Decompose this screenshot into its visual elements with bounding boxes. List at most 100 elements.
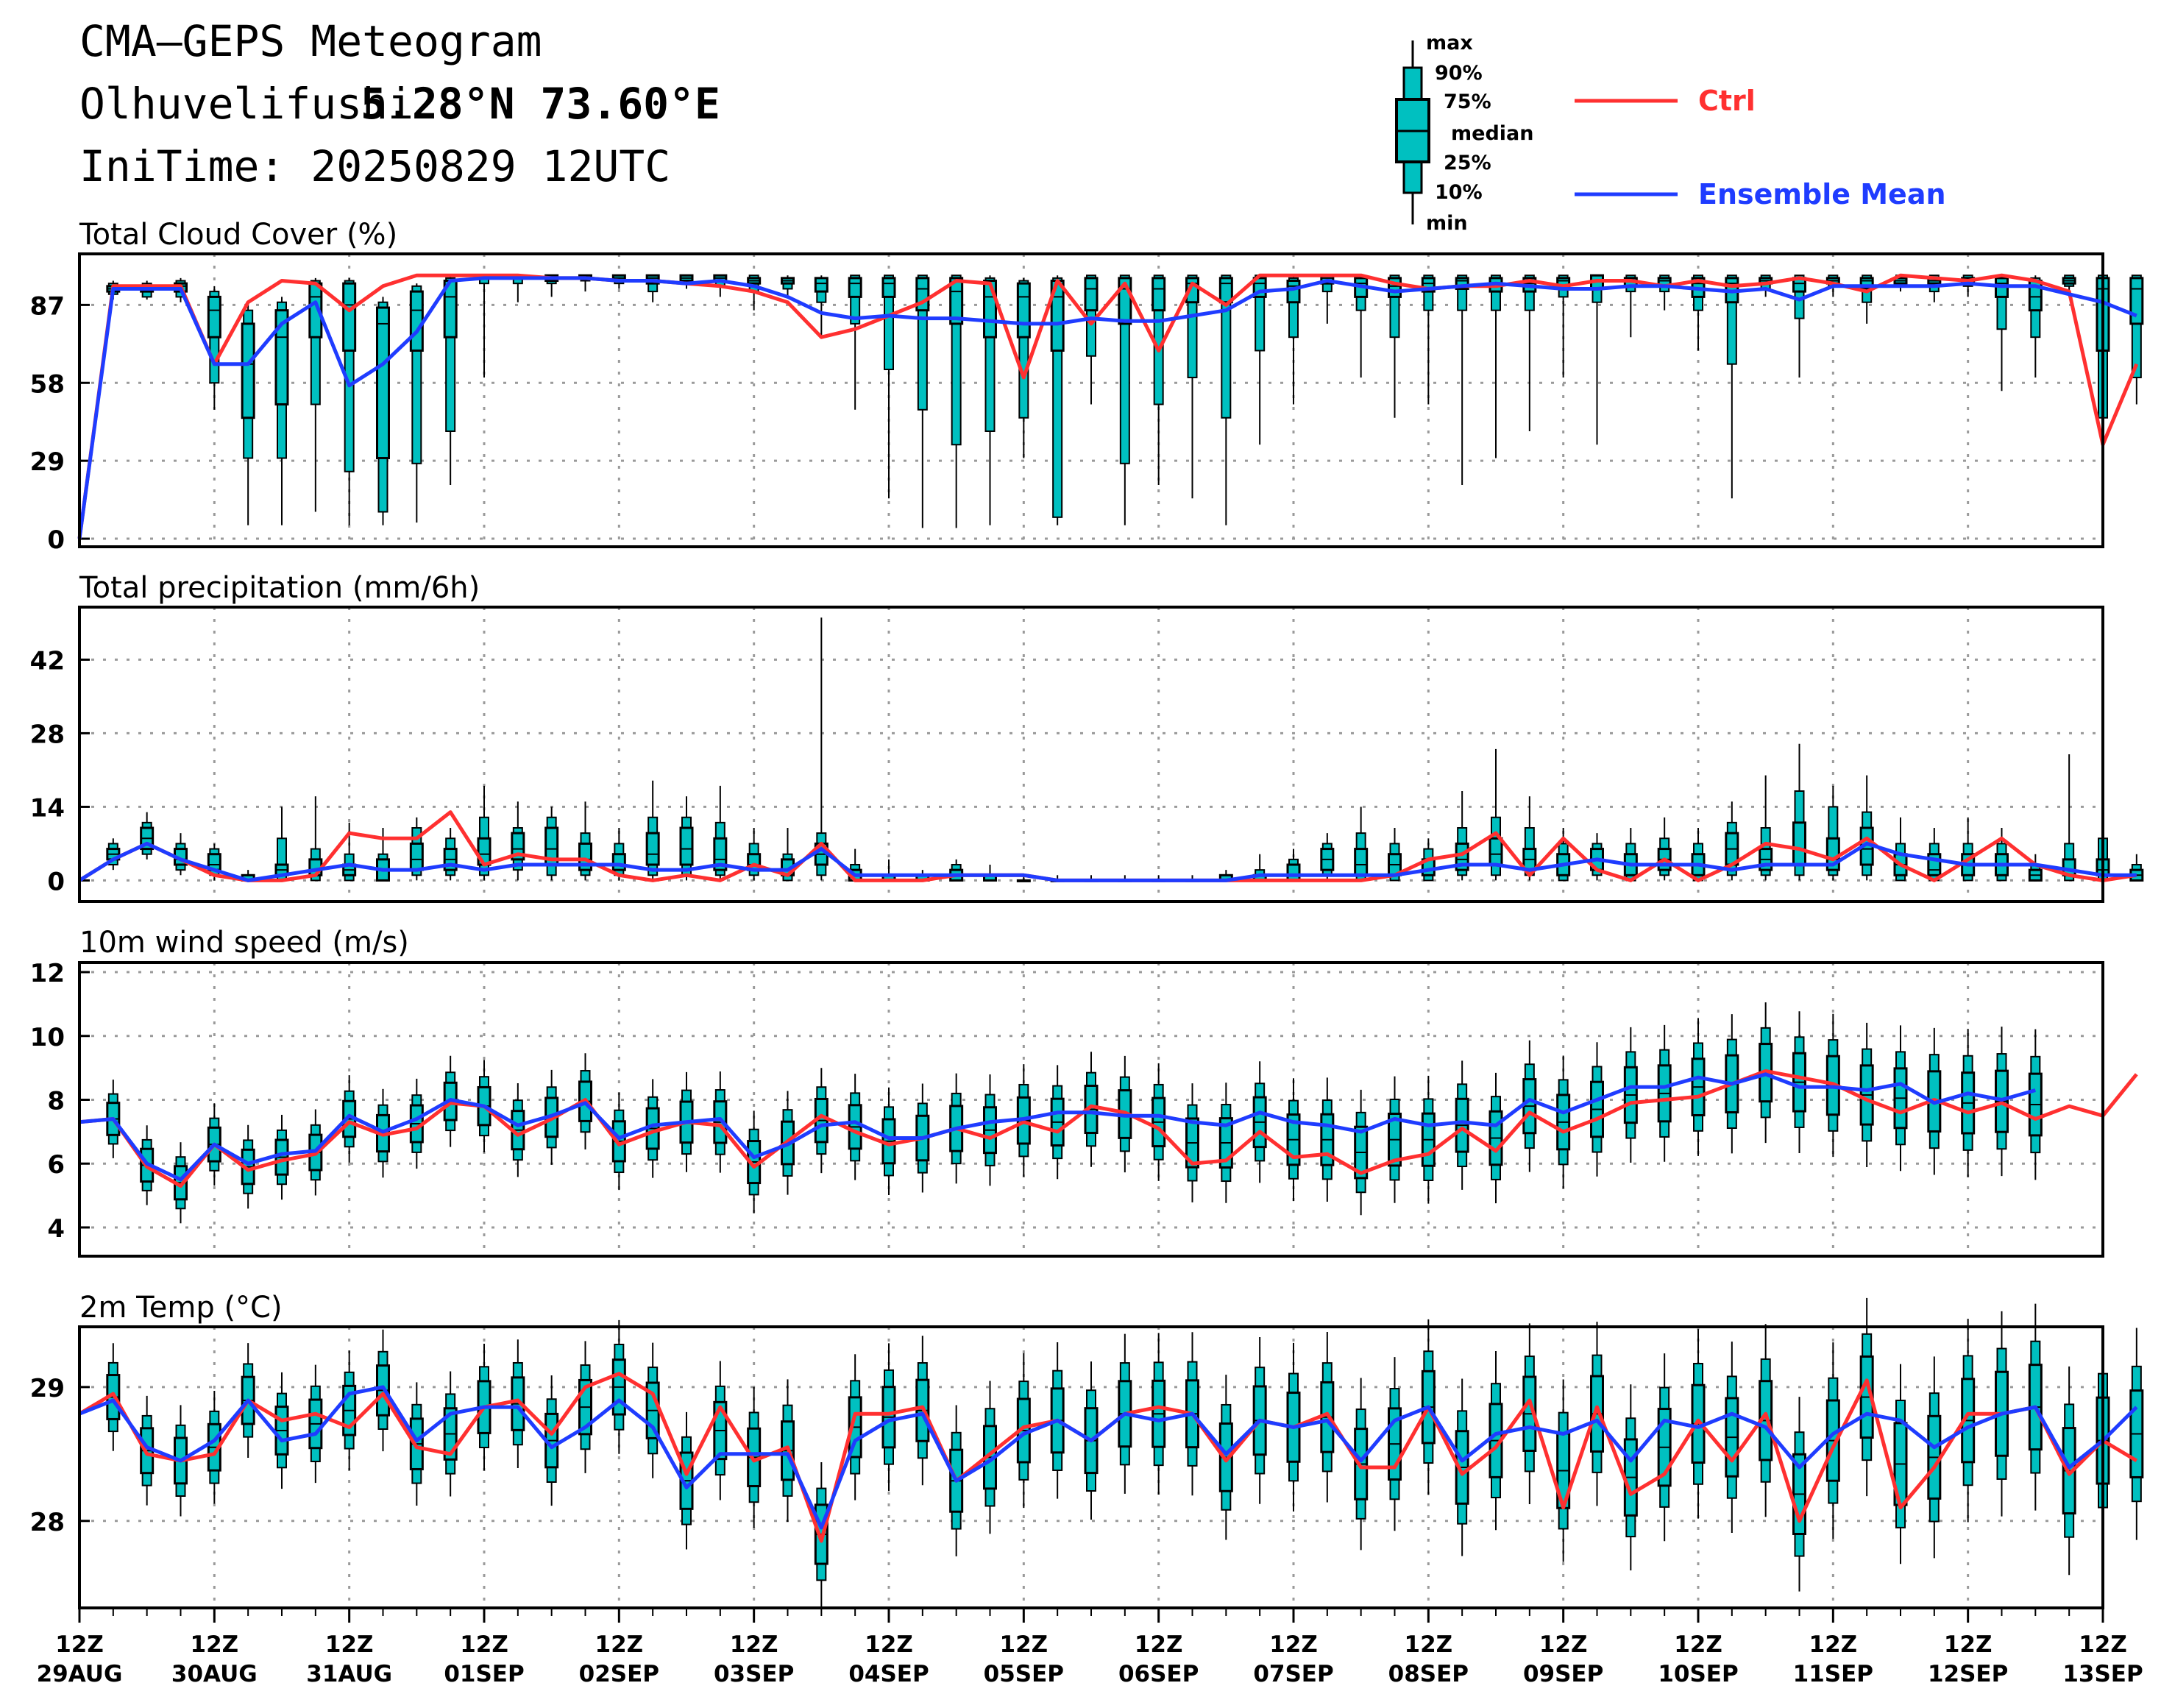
box-plot: [1995, 274, 2009, 391]
box-plot: [1218, 1082, 1233, 1203]
x-tick-label-date: 10SEP: [1658, 1661, 1738, 1687]
box-plot: [1590, 833, 1604, 881]
box-plot: [1657, 817, 1672, 881]
x-tick-label-date: 13SEP: [2062, 1661, 2143, 1687]
x-tick-label-date: 07SEP: [1253, 1661, 1333, 1687]
box-25-75: [713, 837, 728, 871]
box-plot: [1556, 1055, 1571, 1189]
legend-label: max: [1426, 32, 1473, 54]
box-plot: [1320, 1332, 1335, 1503]
x-tick-label-date: 30AUG: [171, 1661, 258, 1687]
x-tick-label-date: 08SEP: [1388, 1661, 1469, 1687]
y-tick-label: 10: [30, 1023, 65, 1052]
box-plot: [1286, 275, 1301, 405]
box-plot: [1623, 828, 1638, 882]
box-plot: [1556, 1379, 1571, 1562]
box-plot: [1792, 1397, 1806, 1592]
x-tick-label-hour: 12Z: [1539, 1631, 1588, 1658]
box-plot: [409, 1382, 424, 1506]
box-25-75: [1488, 837, 1503, 866]
box-plot: [1050, 275, 1065, 525]
y-tick-label: 0: [47, 867, 65, 896]
box-25-75: [679, 826, 694, 866]
box-25-75: [611, 853, 626, 871]
box-plot: [1657, 1353, 1672, 1542]
box-plot: [611, 1092, 626, 1191]
box-25-75: [1286, 280, 1301, 304]
box-plot: [511, 801, 525, 881]
box-plot: [2129, 274, 2144, 405]
box-plot: [1016, 875, 1031, 882]
y-tick-label: 87: [30, 291, 65, 321]
box-plot: [2062, 274, 2076, 297]
box-plot: [1522, 274, 1537, 431]
box-25-75: [881, 277, 896, 298]
x-tick-label-hour: 12Z: [865, 1631, 913, 1658]
box-plot: [1825, 1342, 1840, 1539]
box-plot: [443, 275, 458, 486]
box-plot: [2028, 1029, 2043, 1180]
panel-2: 10m wind speed (m/s) 4 6 8 10 12: [30, 926, 2138, 1258]
box-plot: [1252, 274, 1267, 445]
x-tick-label-date: 31AUG: [306, 1661, 392, 1687]
x-tick-label-hour: 12Z: [1000, 1631, 1048, 1658]
box-plot: [443, 828, 458, 881]
box-plot: [1893, 1025, 1908, 1172]
box-plot: [713, 785, 728, 881]
x-tick-label-date: 29AUG: [37, 1661, 123, 1687]
legend: max 90% 75% median 25% 10% min Ctrl Ensemble Mea…: [1395, 32, 1946, 235]
box-plot: [781, 275, 795, 297]
box-plot: [1488, 748, 1503, 881]
box-plot: [1320, 833, 1335, 881]
x-tick-label-hour: 12Z: [1269, 1631, 1318, 1658]
box-plot: [1118, 274, 1132, 525]
legend-label: median: [1451, 122, 1533, 145]
x-tick-label-hour: 12Z: [1944, 1631, 1993, 1658]
x-tick-label-date: 12SEP: [1928, 1661, 2008, 1687]
box-plot: [1691, 1018, 1706, 1156]
box-plot: [1691, 828, 1706, 882]
box-plot: [274, 1114, 289, 1200]
box-plot: [1623, 1027, 1638, 1163]
box-plot: [848, 1074, 862, 1180]
panel-frame: [78, 606, 2104, 903]
box-plot: [1927, 1356, 1942, 1559]
box-plot: [1759, 274, 1773, 297]
legend-label: 75%: [1444, 91, 1491, 113]
location-name: Olhuvelifushi: [79, 79, 414, 129]
box-plot: [1590, 1042, 1604, 1177]
y-tick-label: 4: [47, 1214, 65, 1244]
box-plot: [949, 274, 964, 528]
legend-ctrl-label: Ctrl: [1698, 85, 1756, 117]
box-plot: [2129, 1328, 2144, 1540]
box-plot: [376, 297, 390, 525]
x-tick-label-date: 06SEP: [1118, 1661, 1199, 1687]
box-plot: [814, 617, 828, 881]
box-plot: [1421, 1075, 1436, 1204]
box-plot: [848, 274, 862, 410]
y-tick-label: 29: [30, 1374, 65, 1403]
x-tick-label-date: 09SEP: [1523, 1661, 1603, 1687]
box-10-90: [884, 274, 894, 371]
box-plot: [1725, 1342, 1739, 1533]
box-plot: [1354, 807, 1369, 882]
box-plot: [1152, 1333, 1166, 1495]
box-plot: [713, 1361, 728, 1500]
box-25-75: [1792, 821, 1806, 866]
legend-label: 90%: [1435, 62, 1483, 85]
ensemble-mean-line: [78, 841, 2137, 882]
ensemble-mean-line: [79, 1072, 2036, 1182]
box-plot: [1185, 1083, 1199, 1202]
box-plot: [1152, 274, 1166, 486]
box-plot: [1488, 274, 1503, 458]
init-time: IniTime: 20250829 12UTC: [79, 141, 671, 191]
box-plot: [1792, 743, 1806, 881]
box-plot: [106, 838, 121, 871]
box-25-75: [1354, 848, 1369, 876]
x-tick-label-date: 02SEP: [579, 1661, 659, 1687]
x-tick-label-hour: 12Z: [2079, 1631, 2127, 1658]
box-plot: [1522, 1323, 1537, 1505]
box-plot: [1388, 274, 1402, 418]
ensemble-mean-line: [79, 1385, 2138, 1530]
